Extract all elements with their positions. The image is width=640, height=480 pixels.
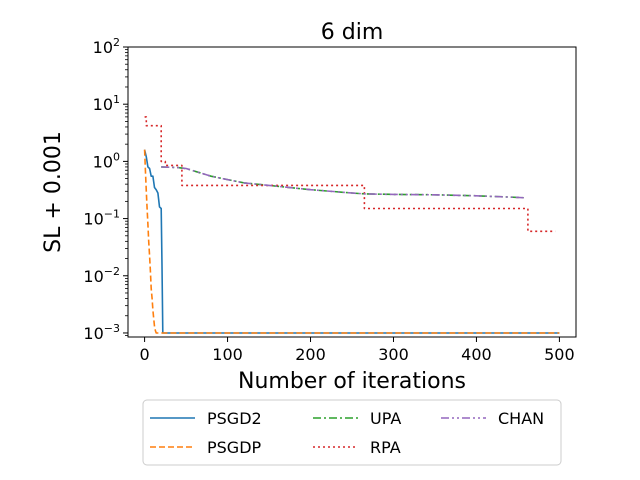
plot-lines <box>143 116 560 334</box>
legend-label-chan: CHAN <box>498 409 544 428</box>
series-line-psgd2 <box>143 149 560 334</box>
y-tick-label: 10−2 <box>83 265 120 286</box>
y-tick-label: 102 <box>93 36 120 57</box>
series-line-chan <box>161 166 527 199</box>
y-axis-label: SL + 0.001 <box>41 131 66 253</box>
chart-title: 6 dim <box>321 20 384 45</box>
x-tick-label: 100 <box>212 345 243 364</box>
legend-label-psgd2: PSGD2 <box>207 409 262 428</box>
x-axis-label: Number of iterations <box>238 369 466 394</box>
y-tick-label: 101 <box>93 93 120 114</box>
legend-frame <box>142 399 562 466</box>
series-line-psgdp <box>143 149 560 334</box>
series-line-upa <box>161 166 527 199</box>
y-tick-label: 10−1 <box>83 208 120 229</box>
y-axis: 10−3 10−2 10−1 100 101 102 <box>83 36 128 343</box>
x-tick-label: 500 <box>544 345 575 364</box>
x-tick-label: 400 <box>461 345 492 364</box>
x-tick-label: 300 <box>378 345 409 364</box>
legend-label-rpa: RPA <box>370 438 401 457</box>
legend-label-psgdp: PSGDP <box>207 438 262 457</box>
plot-frame <box>127 46 577 338</box>
x-axis: 0 100 200 300 400 500 <box>139 337 575 364</box>
legend: PSGD2 PSGDP UPA RPA CHAN <box>142 399 562 466</box>
y-tick-label: 100 <box>93 150 120 171</box>
legend-label-upa: UPA <box>370 409 401 428</box>
x-tick-label: 0 <box>139 345 149 364</box>
y-tick-label: 10−3 <box>83 322 120 343</box>
x-tick-label: 200 <box>295 345 326 364</box>
